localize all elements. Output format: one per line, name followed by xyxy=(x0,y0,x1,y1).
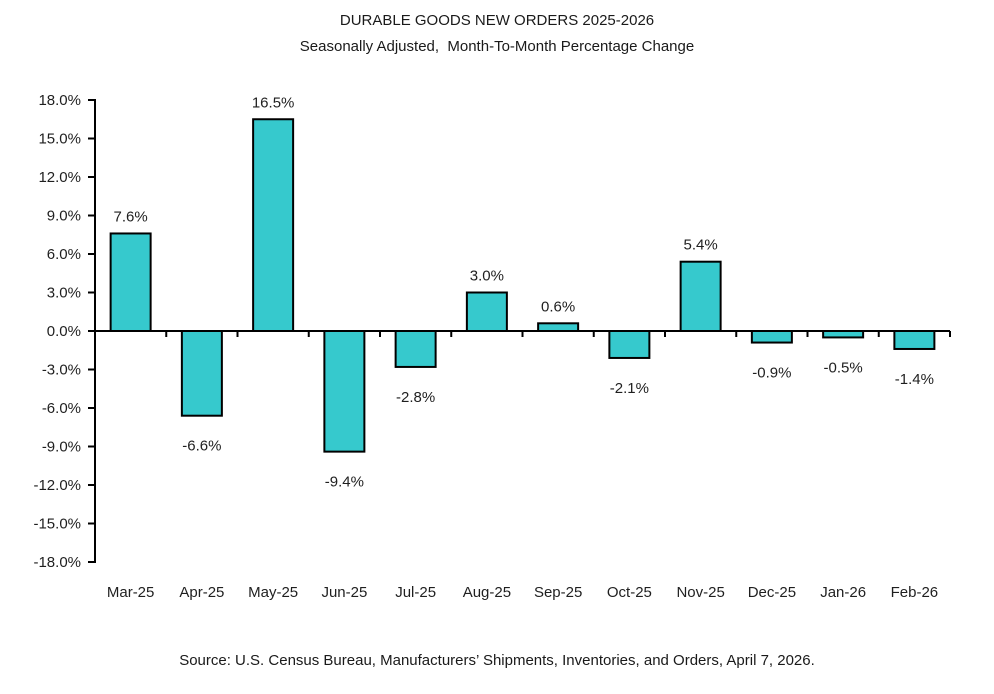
bar-Jan-26 xyxy=(822,330,865,339)
bar-Jul-25 xyxy=(394,330,437,368)
source-citation: Source: U.S. Census Bureau, Manufacturer… xyxy=(179,652,815,669)
x-axis-label-Jun-25: Jun-25 xyxy=(321,584,367,601)
x-axis-label-May-25: May-25 xyxy=(248,584,298,601)
y-axis-tick-label: -15.0% xyxy=(33,516,81,533)
y-axis-tick-label: 18.0% xyxy=(38,92,81,109)
value-label-Feb-26: -1.4% xyxy=(895,371,934,388)
value-label-Jan-26: -0.5% xyxy=(824,359,863,376)
value-label-Nov-25: 5.4% xyxy=(684,237,718,254)
x-axis-label-Oct-25: Oct-25 xyxy=(607,584,652,601)
y-axis-tick-label: -9.0% xyxy=(42,439,81,456)
bar-Mar-25 xyxy=(109,232,152,332)
bar-Aug-25 xyxy=(465,291,508,332)
value-label-Jul-25: -2.8% xyxy=(396,389,435,406)
value-label-Apr-25: -6.6% xyxy=(182,438,221,455)
x-axis-label-Mar-25: Mar-25 xyxy=(107,584,155,601)
y-axis-tick-label: 9.0% xyxy=(47,208,81,225)
y-axis-tick-label: -6.0% xyxy=(42,400,81,417)
x-axis-label-Dec-25: Dec-25 xyxy=(748,584,796,601)
chart-subtitle: Seasonally Adjusted, Month-To-Month Perc… xyxy=(299,38,695,55)
y-axis-tick-label: 3.0% xyxy=(47,285,81,302)
bar-Feb-26 xyxy=(893,330,936,350)
y-axis-tick-label: 0.0% xyxy=(47,323,81,340)
x-axis-label-Jan-26: Jan-26 xyxy=(820,584,866,601)
value-label-Jun-25: -9.4% xyxy=(325,474,364,491)
chart-title: DURABLE GOODS NEW ORDERS 2025-2026 xyxy=(339,12,655,29)
x-axis-label-Nov-25: Nov-25 xyxy=(676,584,724,601)
bar-Nov-25 xyxy=(679,260,722,333)
bar-Apr-25 xyxy=(180,330,223,417)
bar-Oct-25 xyxy=(608,330,651,359)
x-axis-label-Apr-25: Apr-25 xyxy=(179,584,224,601)
value-label-Aug-25: 3.0% xyxy=(470,268,504,285)
y-axis-tick-label: -18.0% xyxy=(33,554,81,571)
value-label-Dec-25: -0.9% xyxy=(752,365,791,382)
value-label-May-25: 16.5% xyxy=(252,94,295,111)
value-label-Mar-25: 7.6% xyxy=(114,208,148,225)
value-label-Oct-25: -2.1% xyxy=(610,380,649,397)
y-axis-tick-label: 15.0% xyxy=(38,131,81,148)
y-axis-tick-label: -3.0% xyxy=(42,362,81,379)
bar-Dec-25 xyxy=(750,330,793,344)
y-axis-tick-label: 12.0% xyxy=(38,169,81,186)
value-label-Sep-25: 0.6% xyxy=(541,298,575,315)
bar-May-25 xyxy=(252,118,295,332)
bar-Sep-25 xyxy=(537,322,580,332)
x-axis-label-Jul-25: Jul-25 xyxy=(395,584,436,601)
x-axis-label-Aug-25: Aug-25 xyxy=(463,584,511,601)
y-axis-tick-label: -12.0% xyxy=(33,477,81,494)
y-axis-tick-label: 6.0% xyxy=(47,246,81,263)
x-axis-label-Feb-26: Feb-26 xyxy=(891,584,939,601)
bar-Jun-25 xyxy=(323,330,366,453)
x-axis-label-Sep-25: Sep-25 xyxy=(534,584,582,601)
